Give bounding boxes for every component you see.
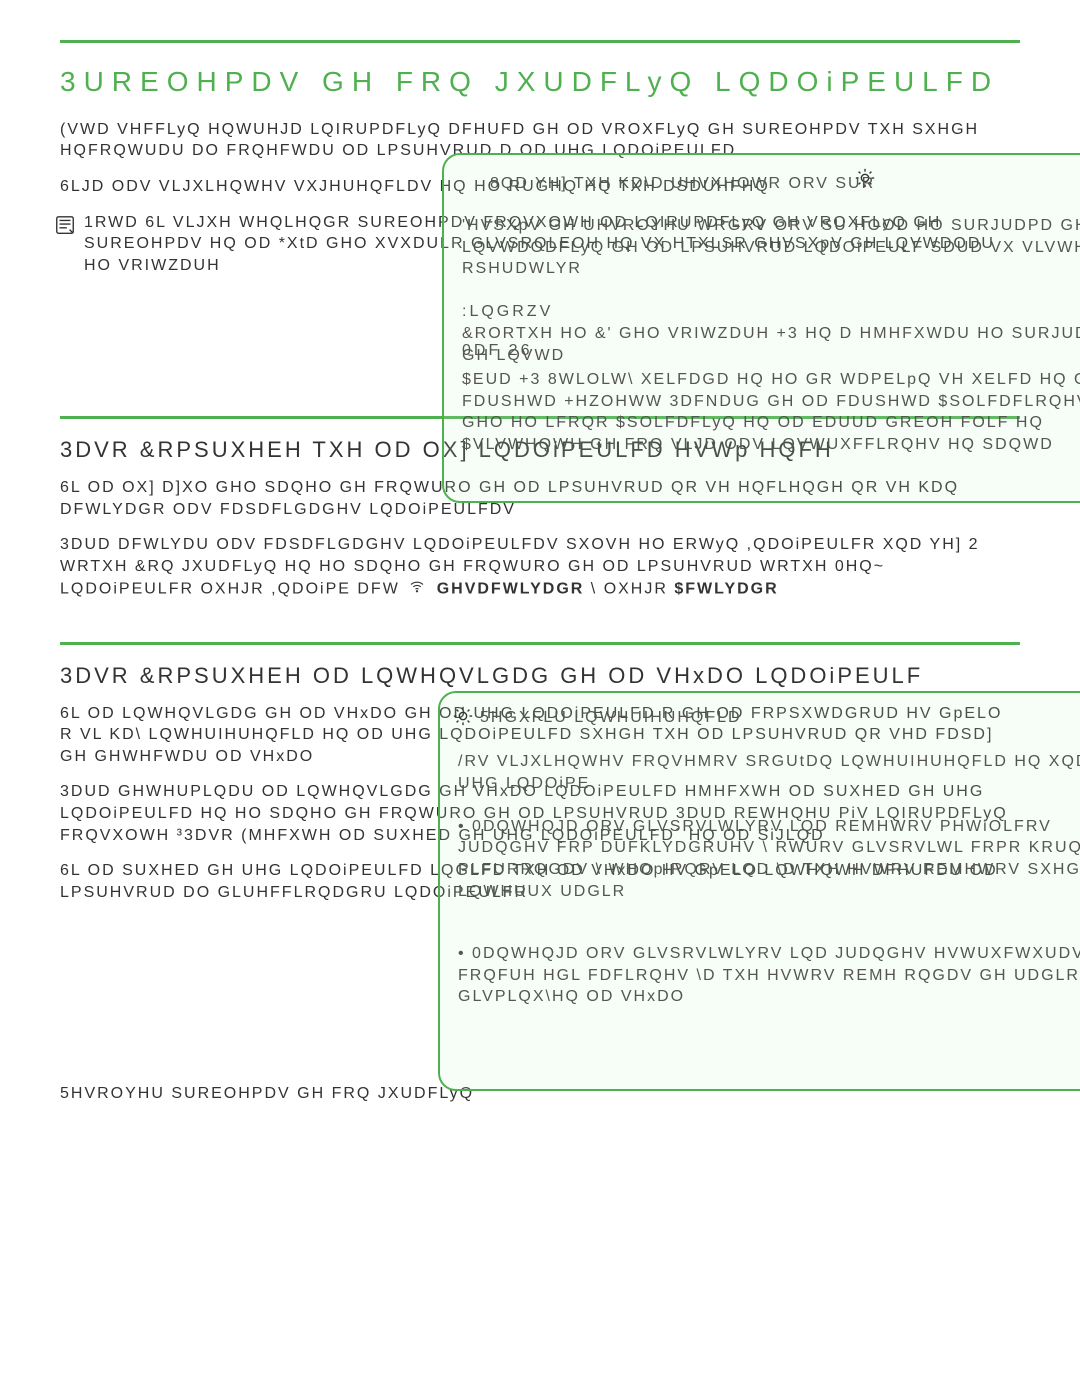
note-text: 1RWD 6L VLJXH WHQLHQGR SUREOHPDV FRQVXOW…: [60, 212, 1020, 277]
step1-p2d: $FWLYDGR: [674, 581, 778, 598]
step2-p1: 6L OD LQWHQVLGDG GH OD VHxDO GH OD UHG L…: [60, 703, 1020, 768]
step1-p2b: GHVDFWLYDGR: [437, 581, 585, 598]
step1-p2c: \ OXHJR: [591, 581, 675, 598]
footer-text: 5HVROYHU SUREOHPDV GH FRQ JXUDFLyQ: [60, 1083, 1020, 1105]
step2-p2: 3DUD GHWHUPLQDU OD LQWHQVLGDG GH VHxDO L…: [60, 781, 1020, 846]
step2-p3: 6L OD SUXHED GH UHG LQDOiPEULFD LQGLFD T…: [60, 860, 1020, 903]
step2-title: 3DVR &RPSUXHEH OD LQWHQVLGDG GH OD VHxDO…: [60, 661, 1020, 691]
section-step1: 3DVR &RPSUXHEH TXH OD OX] LQDOiPEULFD HV…: [60, 416, 1020, 602]
step1-p2: 3DUD DFWLYDU ODV FDSDFLGDGHV LQDOiPEULFD…: [60, 534, 1020, 602]
step1-title: 3DVR &RPSUXHEH TXH OD OX] LQDOiPEULFD HV…: [60, 435, 1020, 465]
section-title: 3UREOHPDV GH FRQ JXUDFLyQ LQDOiPEULFD: [60, 63, 1020, 101]
wireless-icon: [408, 577, 428, 602]
lead-text: 6LJD ODV VLJXLHQWHV VXJHUHQFLDV HQ HO RU…: [60, 176, 1020, 198]
note-icon: [54, 214, 76, 236]
section-step2: 3DVR &RPSUXHEH OD LQWHQVLGDG GH OD VHxDO…: [60, 642, 1020, 903]
section-intro: 3UREOHPDV GH FRQ JXUDFLyQ LQDOiPEULFD (V…: [60, 40, 1020, 276]
step1-p1: 6L OD OX] D]XO GHO SDQHO GH FRQWURO GH O…: [60, 477, 1020, 520]
intro-text: (VWD VHFFLyQ HQWUHJD LQIRUPDFLyQ DFHUFD …: [60, 119, 1020, 162]
